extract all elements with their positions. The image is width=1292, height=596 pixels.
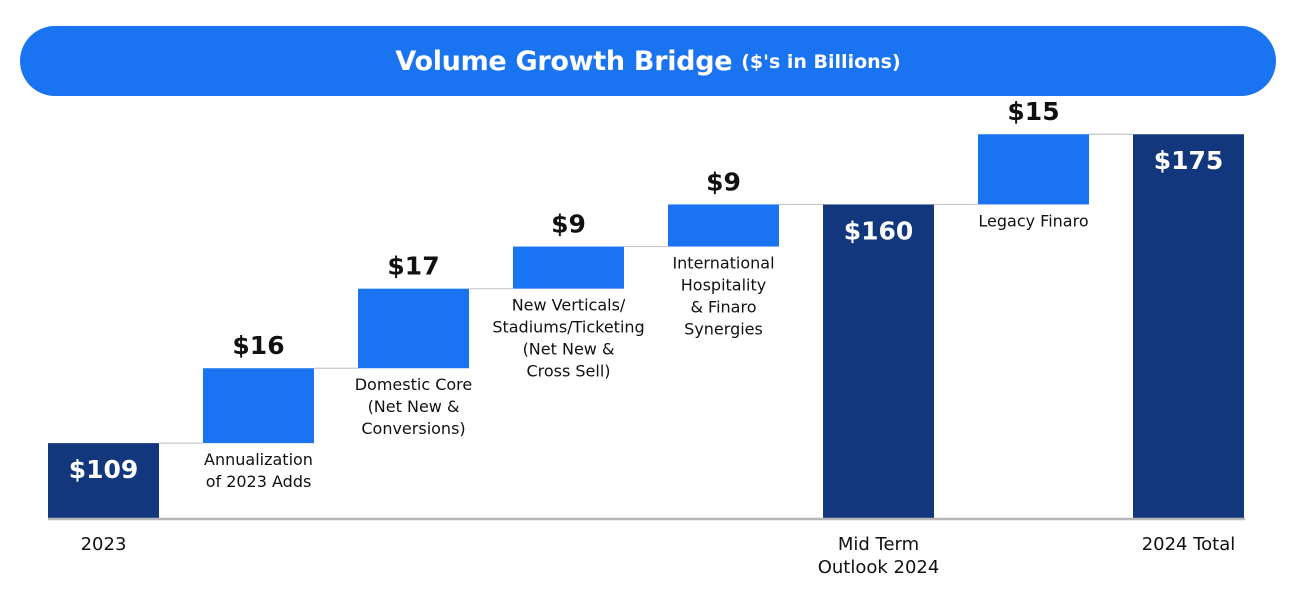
increment-bar [203,368,314,444]
total-bar [48,443,159,518]
bar-description-label: Stadiums/Ticketing [492,318,644,337]
axis-category-label: Mid Term [838,534,919,555]
increment-bar [358,288,469,369]
bar-description-label: Hospitality [681,276,766,295]
increment-value-label: $9 [706,167,741,196]
axis-category-label: Outlook 2024 [818,557,940,578]
total-value-label: $160 [844,216,914,245]
bar-description-label: Legacy Finaro [978,211,1088,230]
axis-category-label: 2024 Total [1142,534,1236,555]
bar-description-label: (Net New & [368,397,460,416]
total-bar [823,204,934,518]
bar-description-label: Domestic Core [355,375,473,394]
increment-value-label: $17 [387,252,439,281]
title-banner: Volume Growth Bridge ($'s in Billions) [20,26,1276,96]
increment-value-label: $9 [551,210,586,239]
bar-description-label: & Finaro [690,298,756,317]
chart-subtitle: ($'s in Billions) [741,51,901,73]
axis-category-label: 2023 [81,534,127,555]
bar-description-label: Annualization [204,450,313,469]
increment-value-label: $15 [1007,97,1059,126]
bar-description-label: (Net New & [523,340,615,359]
bar-description-label: International [672,254,774,273]
bar-description-label: of 2023 Adds [206,472,312,491]
increment-bar [668,204,779,247]
bar-description-label: Conversions) [361,419,465,438]
total-bar [1133,134,1244,519]
bar-description-label: Cross Sell) [526,362,610,381]
total-value-label: $109 [69,455,139,484]
bar-description-label: New Verticals/ [512,296,626,315]
increment-bar [513,246,624,289]
increment-bar [978,134,1089,205]
bar-description-label: Synergies [684,320,763,339]
increment-value-label: $16 [232,331,284,360]
chart-title: Volume Growth Bridge [395,45,733,77]
total-value-label: $175 [1154,146,1224,175]
